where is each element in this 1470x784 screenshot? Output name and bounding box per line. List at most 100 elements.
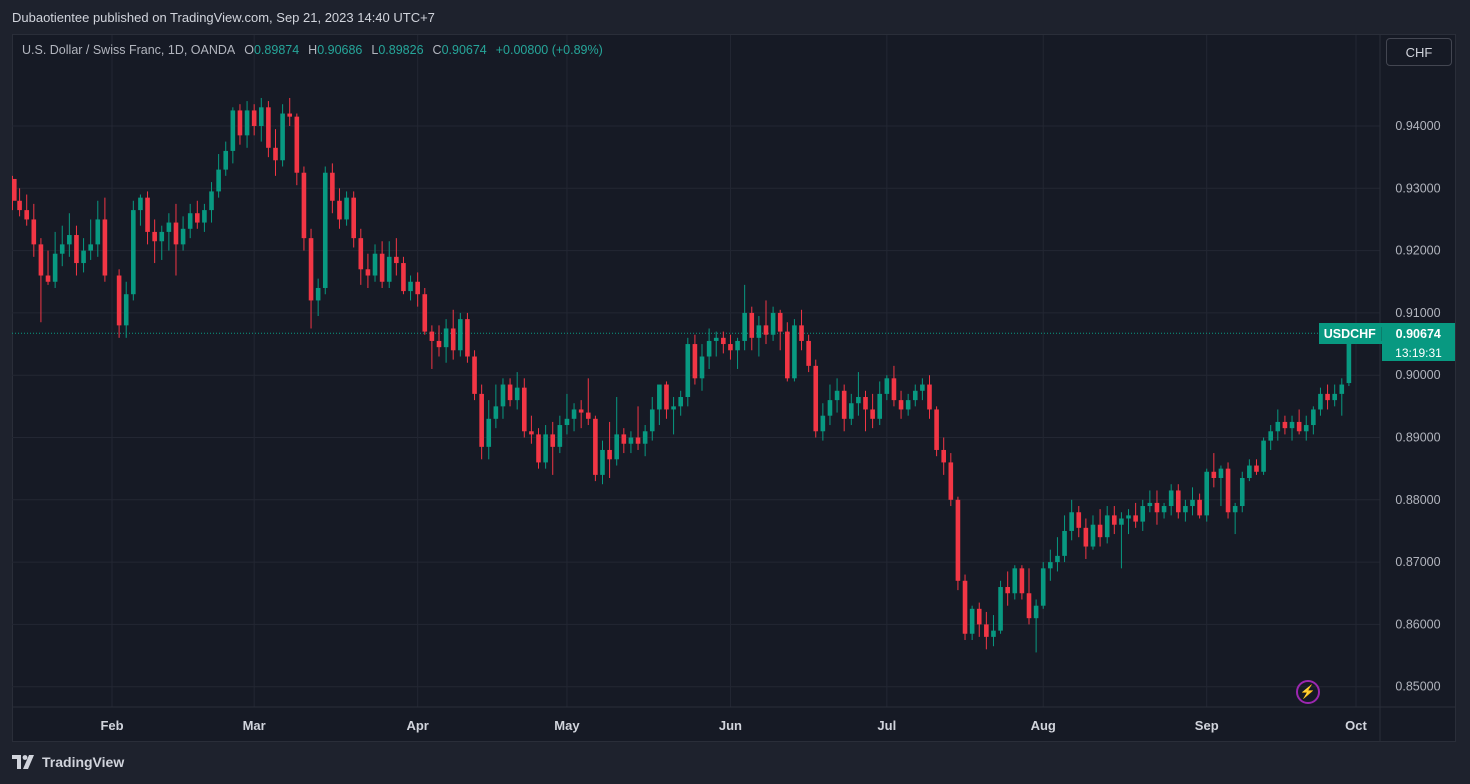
candle-body bbox=[486, 418, 492, 447]
candle-body bbox=[920, 384, 925, 391]
candle bbox=[1183, 499, 1188, 522]
candle-body bbox=[202, 210, 207, 223]
candle bbox=[543, 425, 548, 469]
candle bbox=[322, 166, 328, 295]
candle-body bbox=[984, 624, 989, 637]
candle bbox=[1126, 509, 1131, 535]
currency-button[interactable]: CHF bbox=[1386, 38, 1452, 66]
candle-body bbox=[145, 197, 150, 232]
y-tick-label: 0.94000 bbox=[1395, 119, 1440, 133]
candle bbox=[678, 390, 683, 416]
candle bbox=[642, 425, 648, 457]
candle-body bbox=[180, 228, 186, 245]
candle bbox=[1296, 409, 1302, 435]
candle-body bbox=[465, 319, 470, 357]
candle bbox=[258, 97, 264, 142]
candle bbox=[450, 309, 456, 360]
candle-body bbox=[898, 400, 904, 410]
candle bbox=[578, 400, 584, 429]
time-axis: Feb Mar Apr May Jun Jul Aug Sep Oct bbox=[12, 706, 1455, 733]
candle-body bbox=[131, 210, 136, 295]
candle-body bbox=[692, 344, 698, 379]
candle bbox=[1303, 415, 1309, 441]
candle-body bbox=[1204, 471, 1210, 516]
candle bbox=[834, 378, 840, 413]
candle-body bbox=[173, 222, 179, 245]
candle-body bbox=[1040, 568, 1046, 606]
candle-body bbox=[429, 331, 435, 341]
candle bbox=[1261, 437, 1266, 475]
candle bbox=[905, 393, 911, 416]
candle-body bbox=[337, 200, 342, 220]
candle-body bbox=[614, 434, 620, 460]
legend-low-label: L bbox=[371, 43, 379, 57]
candle bbox=[223, 141, 229, 176]
candle-body bbox=[159, 231, 165, 242]
candle-body bbox=[472, 356, 477, 394]
x-tick-label: Oct bbox=[1345, 718, 1367, 733]
legend-open-value: 0.89874 bbox=[253, 43, 300, 57]
legend-title: U.S. Dollar / Swiss Franc, 1D, OANDA bbox=[22, 43, 236, 57]
candle bbox=[11, 175, 17, 211]
candle-body bbox=[777, 312, 783, 332]
bar-countdown: 13:19:31 bbox=[1382, 344, 1455, 361]
candle bbox=[465, 312, 470, 363]
candle bbox=[514, 372, 520, 410]
candle bbox=[749, 306, 755, 351]
candle-body bbox=[123, 294, 129, 326]
publisher-text: Dubaotientee published on TradingView.co… bbox=[12, 10, 435, 25]
candle-body bbox=[287, 113, 293, 117]
candle bbox=[67, 213, 72, 257]
candle-body bbox=[45, 275, 51, 282]
candle bbox=[600, 440, 605, 485]
brand-name: TradingView bbox=[42, 754, 125, 770]
candle-body bbox=[1332, 393, 1337, 401]
candle-body bbox=[1147, 502, 1153, 507]
candle-body bbox=[1247, 465, 1252, 478]
candle-body bbox=[386, 256, 392, 282]
candle-body bbox=[258, 107, 264, 126]
candle bbox=[920, 378, 925, 401]
candle-body bbox=[521, 387, 527, 432]
candle bbox=[436, 325, 442, 357]
candle-body bbox=[365, 269, 371, 276]
candle bbox=[1019, 565, 1025, 600]
candle-body bbox=[756, 325, 762, 338]
candle-body bbox=[742, 312, 747, 341]
brand[interactable]: TradingView bbox=[12, 754, 124, 770]
legend-change: +0.00800 (+0.89%) bbox=[495, 43, 603, 57]
candle bbox=[891, 365, 897, 407]
candle bbox=[422, 287, 428, 335]
candle bbox=[1090, 515, 1096, 550]
candle-body bbox=[1126, 515, 1131, 519]
candle-body bbox=[1268, 431, 1273, 441]
candle bbox=[273, 129, 278, 176]
candle bbox=[962, 574, 968, 640]
candle-body bbox=[322, 172, 328, 288]
candle-body bbox=[152, 231, 157, 242]
lightning-bolt-icon[interactable]: ⚡ bbox=[1296, 680, 1320, 704]
candle-body bbox=[991, 630, 996, 637]
candle-body bbox=[1282, 421, 1288, 429]
candle-body bbox=[706, 340, 712, 357]
y-tick-label: 0.85000 bbox=[1395, 680, 1440, 694]
candle-body bbox=[1055, 555, 1060, 563]
candle-body bbox=[721, 337, 726, 345]
candle bbox=[521, 378, 527, 438]
candle-body bbox=[976, 608, 982, 625]
candle-body bbox=[308, 238, 314, 301]
candle bbox=[692, 334, 698, 385]
candle-body bbox=[877, 393, 883, 419]
candle-body bbox=[443, 328, 449, 348]
candle bbox=[593, 415, 598, 482]
candle bbox=[74, 225, 79, 276]
candle bbox=[664, 381, 669, 419]
candle bbox=[1254, 459, 1259, 475]
candle-body bbox=[1190, 499, 1195, 507]
candle-body bbox=[664, 384, 669, 410]
candle-body bbox=[1005, 587, 1010, 594]
candle-body bbox=[244, 110, 250, 136]
x-tick-label: Jun bbox=[719, 718, 742, 733]
candle bbox=[52, 231, 58, 288]
